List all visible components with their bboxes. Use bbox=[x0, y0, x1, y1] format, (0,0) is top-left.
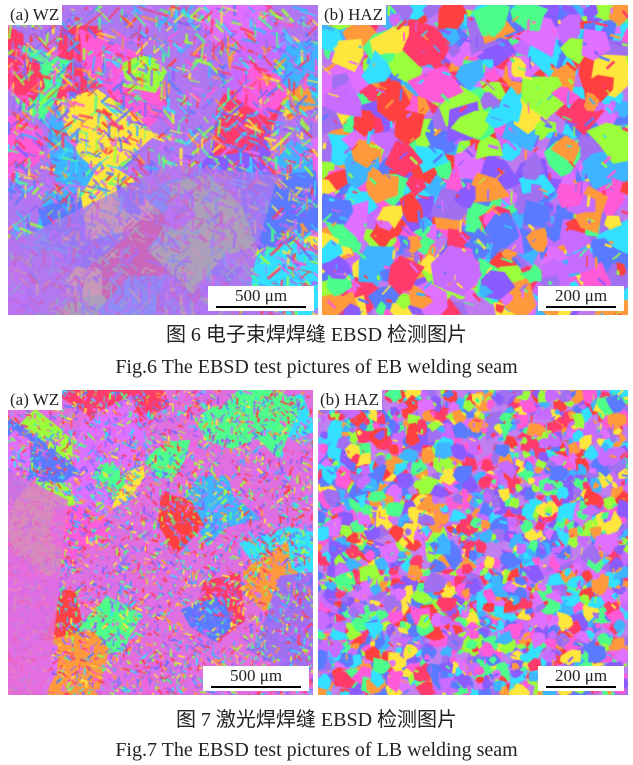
panel-label: (b) HAZ bbox=[322, 5, 387, 25]
scale-label: 500 μm bbox=[234, 286, 288, 305]
ebsd-image bbox=[318, 390, 628, 695]
caption-cn: 图 6 电子束焊焊缝 EBSD 检测图片 bbox=[165, 324, 468, 346]
scale-label: 200 μm bbox=[554, 286, 608, 305]
ebsd-image bbox=[8, 390, 313, 695]
scale-label: 200 μm bbox=[554, 666, 608, 685]
ebsd-map-fig7-wz: (a) WZ 500 μm bbox=[8, 390, 313, 695]
panel-label: (b) HAZ bbox=[318, 390, 383, 410]
scale-bar: 200 μm bbox=[538, 286, 624, 311]
ebsd-image bbox=[322, 5, 628, 315]
scale-bar: 500 μm bbox=[203, 666, 309, 691]
scale-bar: 500 μm bbox=[208, 286, 314, 311]
ebsd-image bbox=[8, 5, 318, 315]
panel-label: (a) WZ bbox=[8, 5, 63, 25]
scale-label: 500 μm bbox=[229, 666, 283, 685]
caption-en: Fig.7 The EBSD test pictures of LB weldi… bbox=[115, 739, 518, 761]
caption-cn: 图 7 激光焊焊缝 EBSD 检测图片 bbox=[175, 709, 458, 731]
panel-label: (a) WZ bbox=[8, 390, 63, 410]
ebsd-map-fig7-haz: (b) HAZ 200 μm bbox=[318, 390, 628, 695]
ebsd-map-fig6-wz: (a) WZ 500 μm bbox=[8, 5, 318, 315]
ebsd-map-fig6-haz: (b) HAZ 200 μm bbox=[322, 5, 628, 315]
caption-en: Fig.6 The EBSD test pictures of EB weldi… bbox=[115, 356, 518, 378]
scale-bar: 200 μm bbox=[538, 666, 624, 691]
